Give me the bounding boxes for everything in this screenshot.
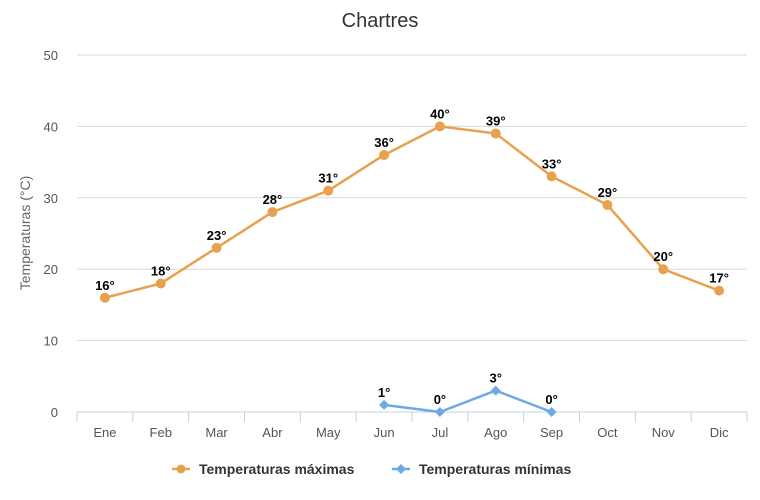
data-point[interactable] (323, 185, 334, 196)
data-label: 0° (545, 392, 557, 407)
x-tick-label: Sep (540, 425, 563, 440)
series-line (104, 125, 720, 299)
data-point[interactable] (658, 264, 669, 275)
x-tick-label: Feb (150, 425, 172, 440)
x-tick-label: Abr (262, 425, 283, 440)
data-label: 33° (542, 156, 562, 171)
data-point[interactable] (99, 292, 110, 303)
y-tick-label: 20 (44, 262, 58, 277)
x-tick-label: Jun (374, 425, 395, 440)
data-label: 31° (318, 171, 338, 186)
data-label: 36° (374, 135, 394, 150)
data-label: 39° (486, 114, 506, 129)
legend-marker (176, 464, 186, 474)
y-tick-label: 10 (44, 334, 58, 349)
y-tick-label: 40 (44, 119, 58, 134)
data-label: 29° (598, 185, 618, 200)
data-label: 0° (434, 392, 446, 407)
x-tick-label: Oct (597, 425, 618, 440)
legend-item[interactable]: Temperaturas máximas (172, 461, 355, 477)
legend-label: Temperaturas máximas (199, 461, 355, 477)
data-point[interactable] (379, 149, 390, 160)
data-point[interactable] (490, 385, 501, 396)
series-min: 1° 0° 3° 0° (378, 371, 558, 417)
legend-marker (396, 464, 406, 474)
data-label: 20° (653, 249, 673, 264)
data-label: 18° (151, 263, 171, 278)
y-tick-label: 0 (51, 405, 58, 420)
x-axis-ticks: Ene Feb Mar Abr May Jun Jul Ago Sep Oct Nov Dic (93, 425, 729, 440)
x-tick-label: Mar (205, 425, 228, 440)
data-label: 17° (709, 271, 729, 286)
data-point[interactable] (546, 171, 557, 182)
data-point[interactable] (714, 285, 725, 296)
data-point[interactable] (490, 128, 501, 139)
data-point[interactable] (434, 407, 445, 417)
data-point[interactable] (379, 399, 390, 410)
x-tick-label: Nov (652, 425, 676, 440)
data-label: 23° (207, 228, 227, 243)
data-point[interactable] (602, 199, 613, 210)
data-point[interactable] (546, 407, 557, 417)
data-point[interactable] (211, 242, 222, 253)
legend-label: Temperaturas mínimas (419, 461, 571, 477)
x-tick-label: Ago (484, 425, 507, 440)
data-point[interactable] (267, 207, 278, 218)
legend-item[interactable]: Temperaturas mínimas (392, 461, 571, 477)
data-label: 1° (378, 385, 390, 400)
series-group: 16° 18° 23° 28° 31° 36° 40° 39° 33° 29° 20° 17° 1° 0°… (95, 106, 729, 417)
data-label: 28° (263, 192, 283, 207)
series-line (383, 389, 553, 414)
y-tick-label: 30 (44, 191, 58, 206)
legend[interactable]: Temperaturas máximas Temperaturas mínimas (172, 461, 571, 477)
x-tick-label: Dic (710, 425, 729, 440)
data-label: 16° (95, 278, 115, 293)
gridlines (77, 54, 747, 342)
x-axis (76, 411, 748, 422)
y-axis-ticks: 0 10 20 30 40 50 (44, 48, 58, 420)
y-tick-label: 50 (44, 48, 58, 63)
chart-title: Chartres (342, 10, 419, 32)
x-tick-label: Ene (93, 425, 116, 440)
data-point[interactable] (434, 121, 445, 132)
x-tick-label: Jul (432, 425, 449, 440)
data-label: 40° (430, 106, 450, 121)
x-tick-label: May (316, 425, 341, 440)
y-axis-title: Temperaturas (°C) (17, 176, 33, 291)
data-label: 3° (490, 371, 502, 386)
series-max: 16° 18° 23° 28° 31° 36° 40° 39° 33° 29° 20° 17° (95, 106, 729, 303)
data-point[interactable] (155, 278, 166, 289)
